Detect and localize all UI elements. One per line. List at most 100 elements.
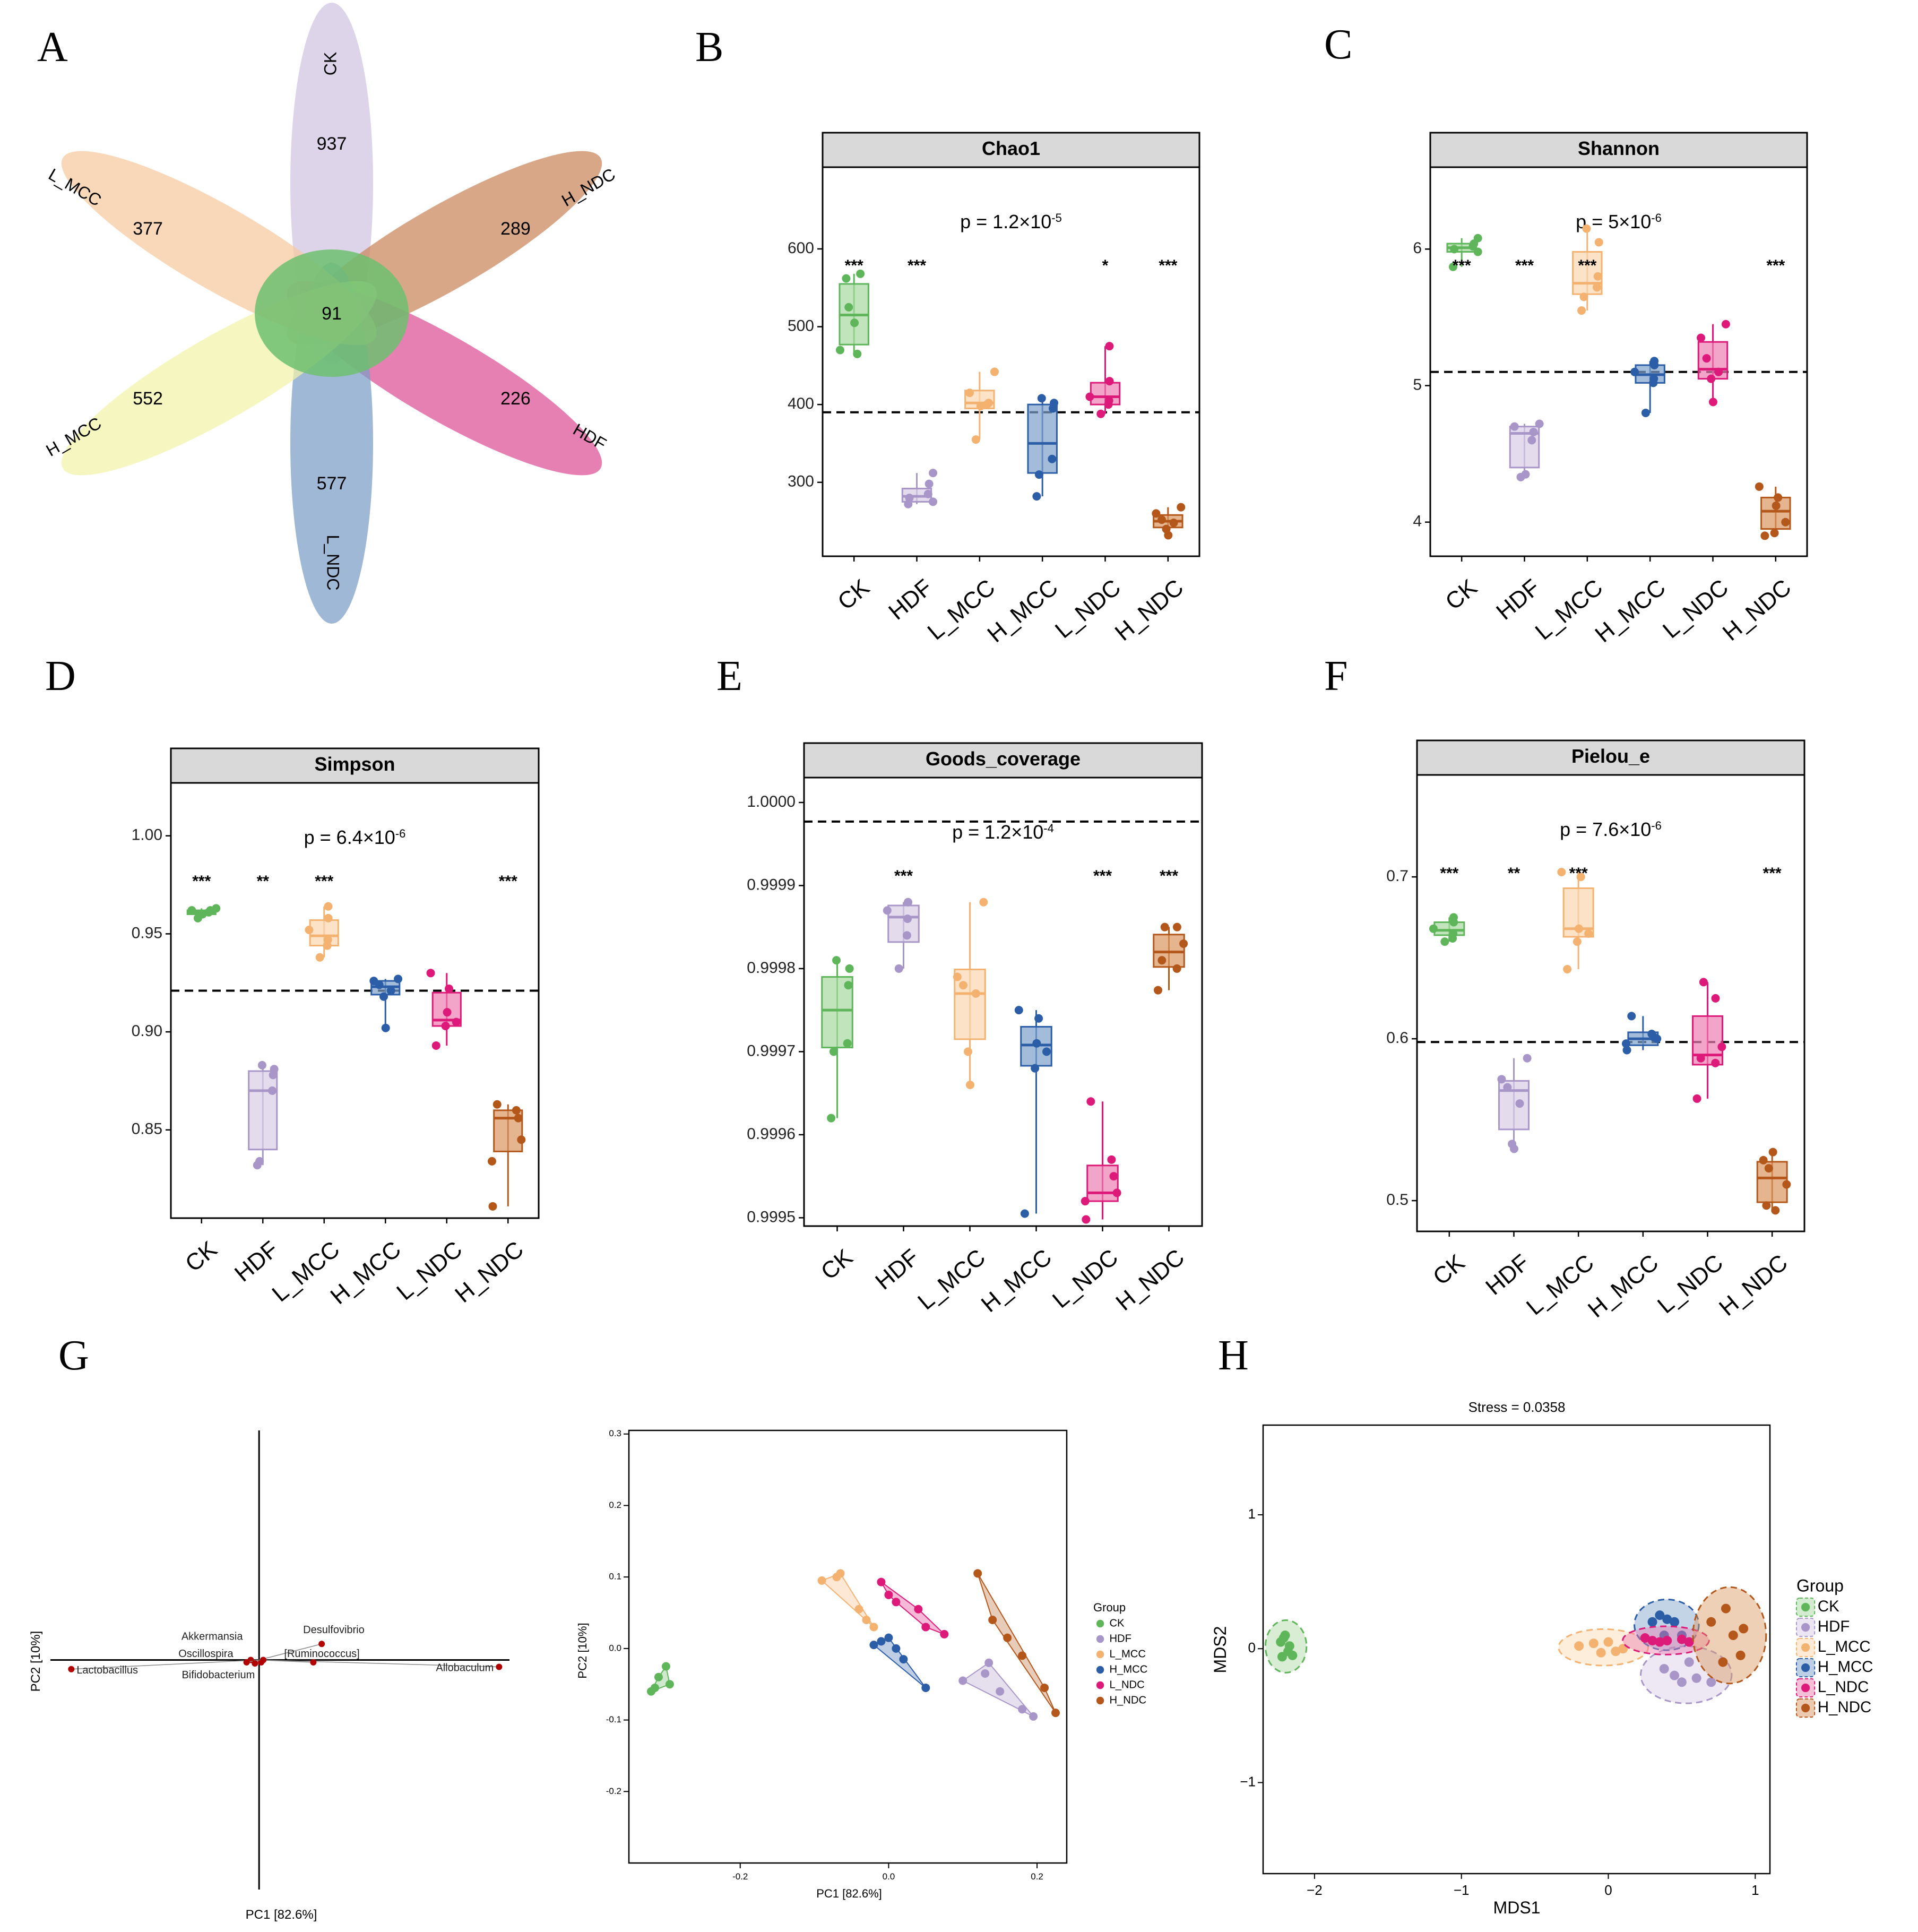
data-point	[850, 318, 859, 327]
data-point	[1157, 515, 1166, 524]
legend-label: H_MCC	[1818, 1658, 1873, 1676]
data-point	[854, 1605, 863, 1614]
data-point	[212, 904, 221, 913]
y-tick-label: 6	[1413, 239, 1422, 257]
data-point	[1521, 470, 1530, 479]
data-point	[1112, 1188, 1121, 1197]
data-point	[984, 1658, 993, 1667]
data-point	[1448, 262, 1457, 271]
y-tick-label: 600	[788, 239, 814, 257]
data-point	[1527, 436, 1536, 445]
data-point	[1535, 419, 1544, 428]
data-point	[394, 974, 403, 984]
loading-vector	[71, 1659, 260, 1670]
x-tick-label: H_MCC	[325, 1236, 405, 1309]
significance-mark: ***	[315, 873, 333, 890]
x-tick-label: H_NDC	[1718, 574, 1796, 646]
data-point	[1782, 1180, 1791, 1189]
significance-mark: ***	[1569, 865, 1588, 882]
facet-title: Pielou_e	[1571, 745, 1650, 767]
data-point	[1277, 1652, 1287, 1662]
data-point	[996, 1687, 1005, 1696]
data-point	[842, 274, 851, 283]
panel-label-f: F	[1324, 653, 1348, 700]
data-point	[1575, 924, 1584, 933]
genus-label: [Ruminococcus]	[284, 1648, 359, 1660]
data-point	[1172, 922, 1181, 932]
facet-title: Simpson	[314, 753, 395, 775]
y-axis-label: PC2 [10%]	[576, 1623, 589, 1678]
x-tick-label: L_NDC	[1048, 1244, 1123, 1313]
facet-title: Shannon	[1578, 137, 1660, 159]
data-point	[1037, 394, 1046, 403]
data-point	[921, 1683, 930, 1692]
data-point	[1706, 1617, 1716, 1627]
genus-point	[310, 1659, 317, 1666]
x-tick-label: H_MCC	[1583, 1249, 1663, 1323]
y-tick-label: 5	[1413, 376, 1422, 393]
data-point	[892, 1644, 901, 1653]
significance-mark: ***	[1578, 257, 1596, 274]
legend-title: Group	[1796, 1576, 1844, 1595]
data-point	[964, 1047, 973, 1056]
data-point	[1104, 396, 1113, 405]
data-point	[1450, 245, 1459, 254]
data-point	[1574, 1641, 1584, 1651]
p-value-exponent: -6	[1651, 211, 1662, 225]
venn-count-l-mcc: 377	[133, 219, 163, 239]
panel-label-a: A	[37, 24, 68, 71]
y-tick-label: 0.9998	[747, 959, 796, 977]
x-tick-label: H_NDC	[450, 1236, 529, 1308]
data-point	[1768, 1148, 1777, 1157]
data-point	[905, 494, 914, 503]
facet-strip	[822, 132, 1200, 168]
legend-label: HDF	[1109, 1633, 1131, 1644]
significance-mark: ***	[894, 867, 913, 885]
goods-coverage-boxplot: Goods_coverage 0.9995 0.9996 0.9997 0.9998 0.…	[747, 742, 1203, 1317]
data-point	[1707, 374, 1716, 383]
group-ellipse	[1640, 1645, 1733, 1704]
data-point	[869, 1623, 878, 1632]
data-point	[1563, 964, 1572, 973]
venn-flower: 91937CK289H_NDC226HDF577L_NDC552H_MCC377…	[42, 3, 618, 624]
significance-mark: ***	[1160, 867, 1178, 885]
legend-label: CK	[1818, 1598, 1839, 1615]
venn-core	[255, 249, 409, 377]
data-point	[869, 1641, 878, 1650]
data-point	[443, 1008, 452, 1017]
legend-label: CK	[1109, 1617, 1125, 1629]
data-point	[1107, 1155, 1116, 1164]
facet-title: Chao1	[982, 137, 1040, 159]
data-point	[1018, 1705, 1027, 1714]
genus-label: Oscillospira	[178, 1648, 234, 1660]
data-point	[1020, 1209, 1029, 1218]
data-point	[877, 1637, 886, 1646]
data-point	[1697, 333, 1706, 342]
data-point	[981, 1669, 990, 1678]
data-point	[1014, 1006, 1023, 1015]
data-point	[452, 1017, 461, 1027]
y-tick-label: 400	[788, 395, 814, 412]
data-point	[925, 479, 934, 488]
data-point	[979, 898, 988, 907]
p-value-exponent: -4	[1043, 822, 1054, 835]
data-point	[386, 986, 395, 995]
x-tick-label: L_NDC	[1653, 1249, 1728, 1318]
venn-core-count: 91	[322, 304, 342, 324]
data-point	[1179, 939, 1188, 948]
x-tick-label: L_MCC	[1522, 1249, 1599, 1320]
x-tick-label: -0.2	[732, 1871, 748, 1882]
data-point	[1774, 493, 1783, 502]
facet-title: Goods_coverage	[926, 748, 1081, 770]
data-point	[1593, 272, 1602, 281]
group-hull	[880, 1581, 945, 1635]
data-point	[1440, 937, 1449, 946]
legend-key-point	[1801, 1703, 1810, 1713]
plot-frame	[170, 782, 540, 1219]
p-value: p = 1.2×10-4	[952, 821, 1054, 843]
data-point	[324, 913, 333, 922]
panel-label-d: D	[45, 653, 76, 700]
pca-biplot: Lactobacillus Allobaculum Desulfovibrio [Ru…	[29, 1430, 509, 1922]
data-point	[1759, 1155, 1768, 1165]
data-point	[883, 906, 892, 915]
